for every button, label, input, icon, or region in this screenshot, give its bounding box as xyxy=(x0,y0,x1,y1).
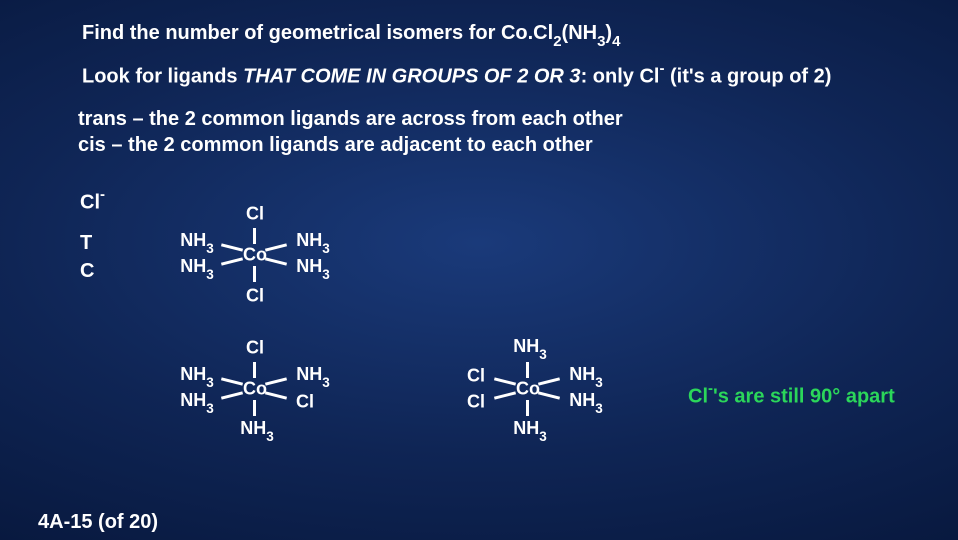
cis-label: C xyxy=(80,260,94,283)
title-line: Find the number of geometrical isomers f… xyxy=(82,22,620,48)
ligand-left-lower: NH3 xyxy=(180,256,214,280)
bond xyxy=(538,377,560,385)
title-prefix: Find the number of geometrical isomers f… xyxy=(82,22,501,44)
metal-center: Co xyxy=(516,379,540,400)
ligand-left-upper: Cl xyxy=(467,366,485,387)
ligand-left-lower: NH3 xyxy=(180,390,214,414)
ligand-left-lower: Cl xyxy=(467,392,485,413)
ligand-right-upper: NH3 xyxy=(296,364,330,388)
formula: Co.Cl2(NH3)4 xyxy=(501,22,620,44)
bond xyxy=(265,377,287,385)
molecule-cis-b: Co NH3 NH3 Cl Cl NH3 NH3 xyxy=(438,334,618,444)
ligand-bottom: NH3 xyxy=(240,418,274,442)
bond xyxy=(221,243,243,251)
ligand-left-upper: NH3 xyxy=(180,364,214,388)
bond xyxy=(494,391,516,399)
ligand-top: Cl xyxy=(246,204,264,225)
bond xyxy=(221,391,243,399)
trans-definition: trans – the 2 common ligands are across … xyxy=(78,108,623,131)
cl-minus-label: Cl- xyxy=(80,188,105,215)
ligand-top: NH3 xyxy=(513,336,547,360)
bond xyxy=(221,257,243,265)
ligand-top: Cl xyxy=(246,338,264,359)
bond xyxy=(526,400,529,416)
molecule-cis-a: Co Cl NH3 NH3 NH3 NH3 Cl xyxy=(165,334,345,444)
cis-definition: cis – the 2 common ligands are adjacent … xyxy=(78,134,593,157)
slide-number: 4A-15 (of 20) xyxy=(38,511,158,534)
bond xyxy=(253,400,256,416)
bond xyxy=(265,391,287,399)
angle-note: Cl-'s are still 90° apart xyxy=(688,382,895,409)
metal-center: Co xyxy=(243,379,267,400)
ligand-bottom: Cl xyxy=(246,286,264,307)
trans-label: T xyxy=(80,232,92,255)
bond xyxy=(265,257,287,265)
bond xyxy=(253,362,256,378)
bond xyxy=(253,228,256,244)
bond xyxy=(494,377,516,385)
bond xyxy=(221,377,243,385)
ligand-bottom: NH3 xyxy=(513,418,547,442)
instruction-line: Look for ligands THAT COME IN GROUPS OF … xyxy=(82,62,831,89)
ligand-right-lower: NH3 xyxy=(296,256,330,280)
ligand-right-upper: NH3 xyxy=(296,230,330,254)
ligand-right-lower: NH3 xyxy=(569,390,603,414)
bond xyxy=(265,243,287,251)
ligand-right-upper: NH3 xyxy=(569,364,603,388)
metal-center: Co xyxy=(243,245,267,266)
ligand-left-upper: NH3 xyxy=(180,230,214,254)
bond xyxy=(538,391,560,399)
bond xyxy=(526,362,529,378)
bond xyxy=(253,266,256,282)
ligand-right-lower: Cl xyxy=(296,392,314,413)
molecule-trans: Co Cl Cl NH3 NH3 NH3 NH3 xyxy=(165,200,345,310)
